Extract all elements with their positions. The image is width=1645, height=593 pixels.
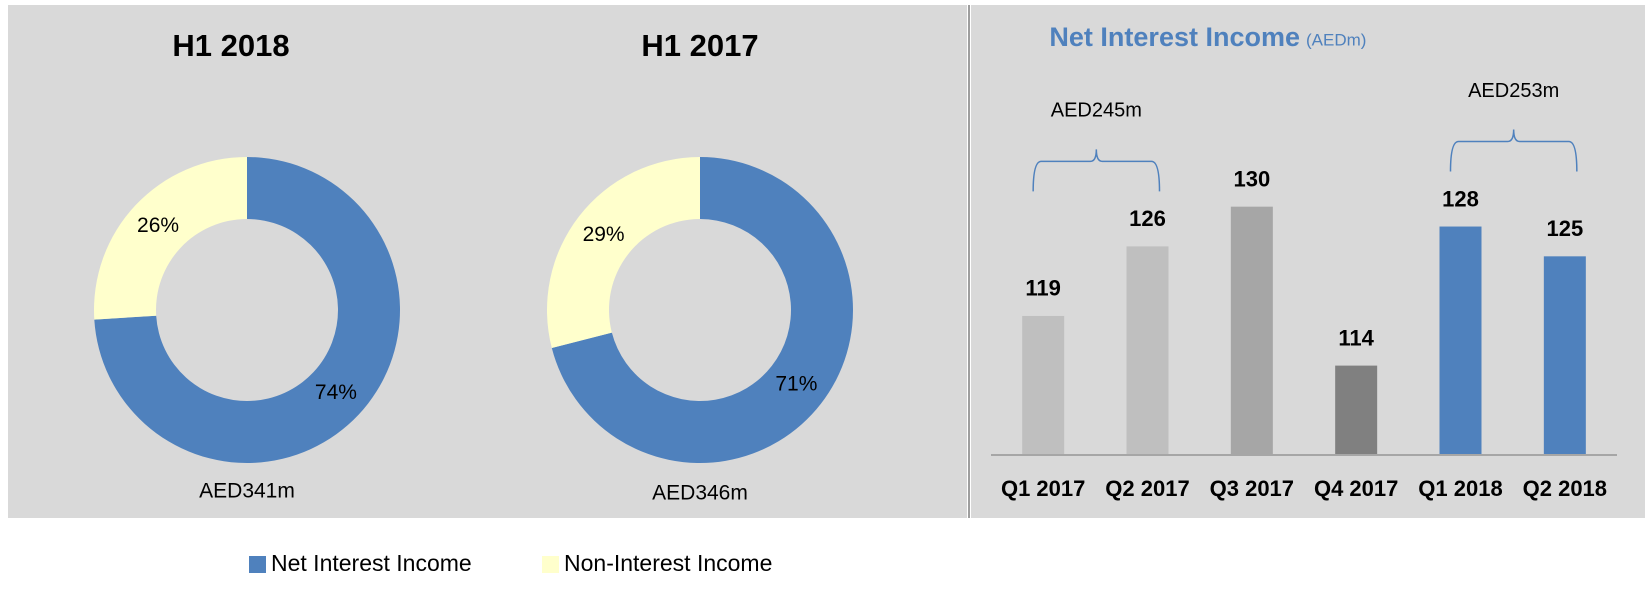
value-label: 126 [1129,206,1166,231]
donut-slice [551,157,853,463]
bracket [1032,149,1161,192]
bar [1543,256,1586,455]
value-label: 119 [1025,276,1061,301]
pie-total: AED341m [199,480,295,503]
right-panel [971,5,1645,518]
slice-label: 71% [775,372,817,395]
legend-label: Non-Interest Income [564,550,772,576]
value-label: 128 [1442,186,1479,211]
bar-subtitle: (AEDm) [1306,30,1366,49]
x-tick-label: Q1 2018 [1418,476,1502,501]
bar [1230,206,1273,455]
donut-slice [94,157,400,463]
legend-label: Net Interest Income [271,550,472,576]
annotation: AED245m [1051,100,1142,122]
x-tick-label: Q1 2017 [1001,476,1085,501]
slice-label: 29% [583,223,625,246]
x-tick-label: Q3 2017 [1210,476,1294,501]
slice-label: 74% [315,381,357,404]
pie-total: AED346m [652,482,748,505]
value-label: 114 [1338,325,1374,350]
bar [1126,246,1169,455]
slice-label: 26% [137,214,179,237]
legend-swatch [542,556,559,573]
bar [1439,226,1482,455]
x-tick-label: Q4 2017 [1314,476,1398,501]
pie-title: H1 2017 [641,28,758,63]
value-label: 130 [1233,166,1270,191]
donut-slice [94,157,247,320]
donut-slice [547,157,700,349]
legend-swatch [249,556,266,573]
bar-title: Net Interest Income [1049,22,1300,52]
annotation: AED253m [1468,80,1559,102]
bar [1335,365,1378,455]
pie-title: H1 2018 [172,28,289,63]
x-tick-label: Q2 2018 [1523,476,1607,501]
bar [1022,315,1065,455]
x-tick-label: Q2 2017 [1105,476,1189,501]
value-label: 125 [1546,216,1583,241]
